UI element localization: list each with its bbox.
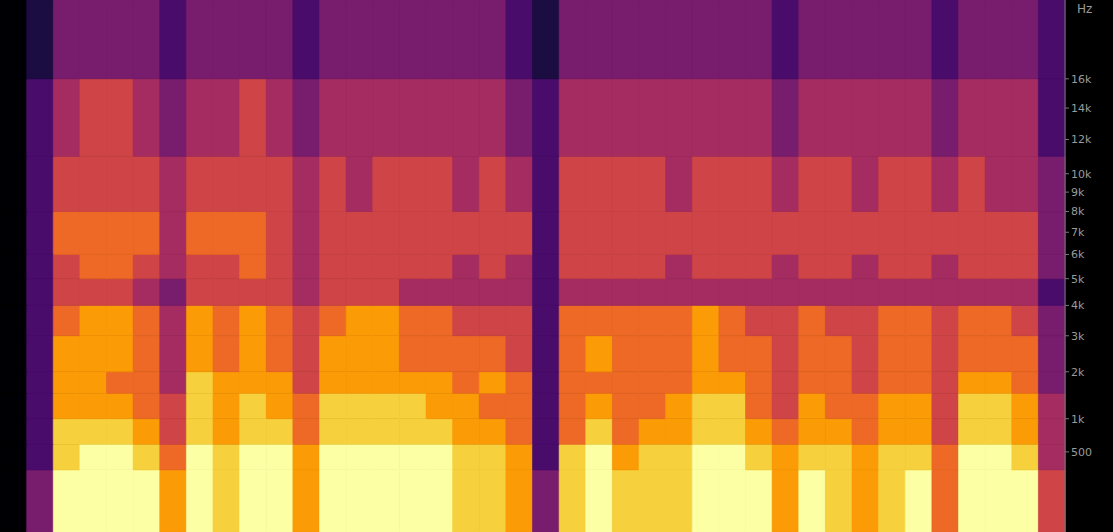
svg-text:6k: 6k (1071, 248, 1085, 261)
html-text:Hz: Hz (1077, 2, 1093, 16)
svg-text:3k: 3k (1071, 330, 1085, 343)
svg-text:2k: 2k (1071, 366, 1085, 379)
svg-text:12k: 12k (1071, 133, 1092, 146)
svg-text:1k: 1k (1071, 413, 1085, 426)
svg-text:5k: 5k (1071, 273, 1085, 286)
svg-text:4k: 4k (1071, 299, 1085, 312)
svg-text:14k: 14k (1071, 102, 1092, 115)
svg-text:500: 500 (1071, 446, 1092, 459)
svg-text:7k: 7k (1071, 226, 1085, 239)
svg-text:8k: 8k (1071, 205, 1085, 218)
svg-text:9k: 9k (1071, 186, 1085, 199)
svg-text:10k: 10k (1071, 168, 1092, 181)
svg-text:16k: 16k (1071, 73, 1092, 86)
